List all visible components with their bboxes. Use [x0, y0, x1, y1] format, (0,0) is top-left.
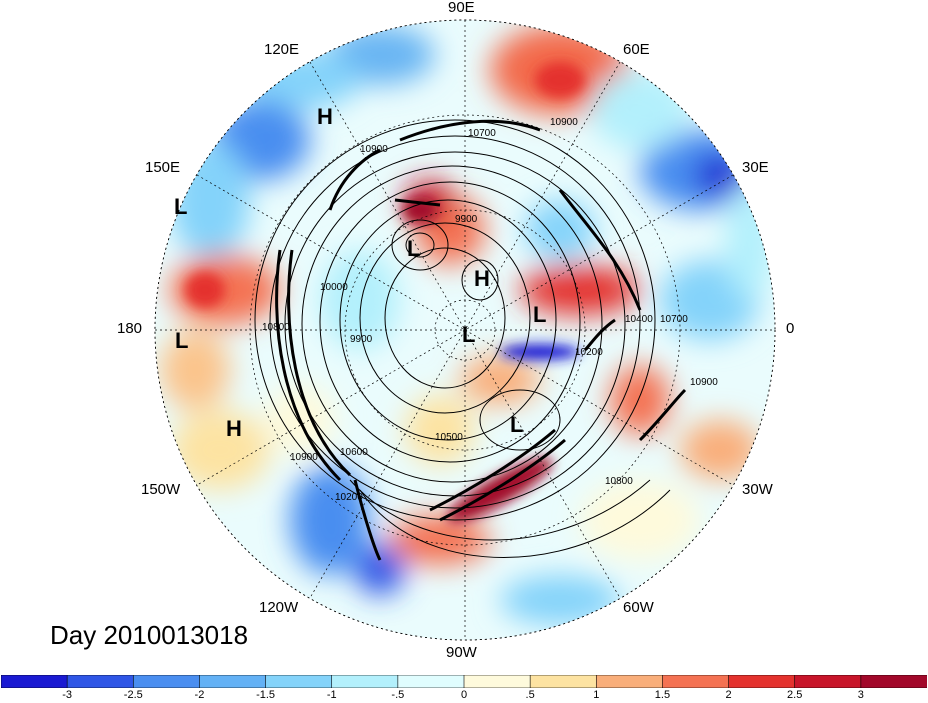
colorbar: [1, 675, 927, 688]
colorbar-ticks: -3 -2.5 -2 -1.5 -1 -.5 0 .5 1 1.5 2 2.5 3: [0, 689, 928, 703]
colorbar-swatch: [860, 675, 927, 688]
colorbar-tick-label: 1.5: [654, 689, 671, 701]
low-pressure-marker: L: [533, 302, 546, 327]
colorbar-swatch: [199, 675, 267, 688]
longitude-label-180: 180: [117, 320, 143, 337]
colorbar-tick-label: .5: [525, 689, 535, 701]
contour-label: 10200: [335, 492, 363, 503]
contour-label: 10500: [435, 432, 463, 443]
colorbar-swatch: [132, 675, 201, 688]
colorbar-swatch: [265, 675, 333, 688]
colorbar-swatch: [331, 675, 399, 688]
colorbar-tick-label: -.5: [391, 689, 405, 701]
contour-label: 9900: [350, 334, 373, 345]
contour-label: 10700: [660, 314, 688, 325]
pressure-centers: H L L H L L L L H: [174, 104, 546, 441]
longitude-label-150w: 150W: [141, 481, 181, 498]
longitude-label-30w: 30W: [742, 481, 773, 498]
longitude-label-150e: 150E: [145, 159, 181, 176]
contour-labels: 10700 10900 10900 9900 10000 9900 10800 …: [262, 117, 718, 503]
contour-label: 10900: [360, 144, 388, 155]
low-pressure-marker: L: [407, 236, 420, 261]
longitude-label-0: 0: [786, 320, 795, 337]
colorbar-swatch: [728, 675, 796, 688]
colorbar-tick-label: 2.5: [787, 689, 803, 701]
colorbar-swatch: [595, 675, 664, 688]
longitude-label-30e: 30E: [742, 159, 769, 176]
contour-label: 9900: [455, 214, 478, 225]
contour-label: 10400: [625, 314, 653, 325]
longitude-label-120e: 120E: [264, 41, 300, 58]
colorbar-tick-label: -2: [194, 689, 205, 701]
colorbar-swatch: [1, 675, 68, 688]
contour-label: 10900: [550, 117, 578, 128]
longitude-label-120w: 120W: [259, 599, 299, 616]
contour-label: 10000: [320, 282, 348, 293]
colorbar-tick-label: 1: [593, 689, 600, 701]
low-pressure-marker: L: [175, 328, 188, 353]
high-pressure-marker: H: [226, 416, 242, 441]
contour-label: 10800: [605, 476, 633, 487]
high-pressure-marker: H: [317, 104, 333, 129]
colorbar-swatch: [794, 675, 862, 688]
contour-label: 10600: [340, 447, 368, 458]
colorbar-swatch: [529, 675, 598, 688]
contour-label: 10900: [690, 377, 718, 388]
colorbar-tick-label: 3: [857, 689, 864, 701]
colorbar-swatch: [662, 675, 730, 688]
colorbar-tick-label: 0: [460, 689, 468, 701]
contour-label: 10700: [468, 128, 496, 139]
longitude-label-60w: 60W: [623, 599, 654, 616]
colorbar-tick-label: -3: [62, 689, 73, 701]
colorbar-swatch: [66, 675, 135, 688]
low-pressure-marker: L: [510, 412, 523, 437]
day-title: Day 2010013018: [50, 620, 249, 650]
height-contours: [254, 119, 687, 561]
colorbar-swatch: [463, 675, 531, 688]
longitude-label-90e: 90E: [448, 0, 475, 16]
contour-label: 10800: [262, 322, 290, 333]
low-pressure-marker: L: [174, 194, 187, 219]
colorbar-swatch: [397, 675, 465, 688]
colorbar-tick-label: -1.5: [256, 689, 276, 701]
colorbar-tick-label: -1: [326, 689, 337, 701]
contour-label: 10900: [290, 452, 318, 463]
colorbar-tick-label: 2: [725, 689, 732, 701]
longitude-label-90w: 90W: [446, 644, 477, 661]
longitude-label-60e: 60E: [623, 41, 650, 58]
high-pressure-marker: H: [474, 266, 490, 291]
contour-label: 10200: [575, 347, 603, 358]
low-pressure-marker: L: [462, 322, 475, 347]
colorbar-tick-label: -2.5: [123, 689, 143, 701]
